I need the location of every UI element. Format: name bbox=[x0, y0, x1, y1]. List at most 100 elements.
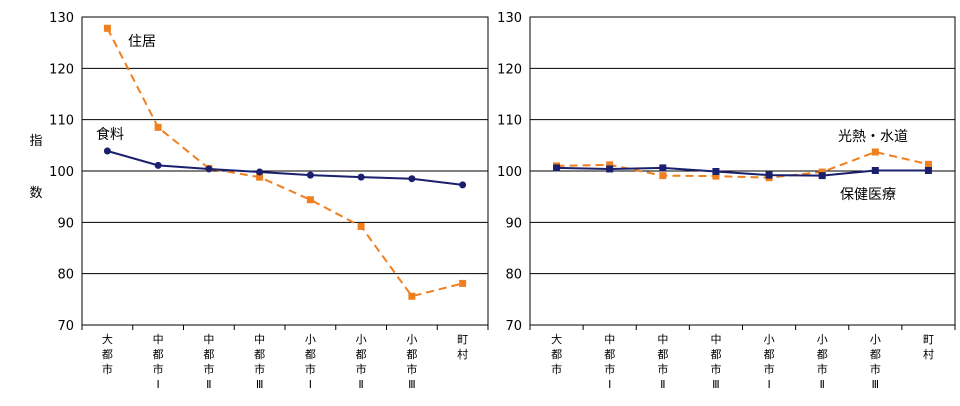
x-tick-label-char: 都 bbox=[551, 348, 562, 361]
x-tick-label-char: Ⅰ bbox=[157, 378, 160, 391]
x-tick-label-char: 市 bbox=[604, 362, 615, 376]
x-tick-label-char: Ⅰ bbox=[309, 378, 312, 391]
x-tick-label-char: 市 bbox=[305, 362, 316, 376]
x-tick-label-char: 市 bbox=[254, 362, 265, 376]
y-tick-label: 80 bbox=[57, 268, 74, 283]
x-tick-label-char: 小 bbox=[406, 333, 417, 346]
x-tick-label-char: 中 bbox=[153, 333, 164, 346]
y-tick-label: 70 bbox=[505, 319, 522, 334]
x-tick-label-char: 都 bbox=[203, 348, 214, 361]
x-tick-label-char: 都 bbox=[657, 348, 668, 361]
x-tick-label: 小都市 Ⅲ bbox=[870, 333, 881, 391]
x-tick-label: 町村 bbox=[457, 333, 468, 361]
series-line bbox=[556, 166, 929, 177]
x-tick-label-char: 市 bbox=[203, 362, 214, 376]
data-point bbox=[606, 161, 614, 169]
x-tick-label: 町村 bbox=[923, 333, 934, 361]
x-tick-label-char: 小 bbox=[764, 333, 775, 346]
data-point bbox=[154, 123, 162, 131]
x-tick-label-char: 小 bbox=[305, 333, 316, 346]
data-point bbox=[818, 168, 826, 176]
data-point bbox=[459, 181, 467, 189]
y-axis-label: 指 bbox=[29, 134, 42, 149]
x-tick-label-char: 小 bbox=[817, 333, 828, 346]
x-tick-label-char: 都 bbox=[764, 348, 775, 361]
x-tick-label-char: 都 bbox=[406, 348, 417, 361]
data-point bbox=[712, 168, 720, 176]
data-point bbox=[103, 24, 111, 32]
x-tick-label: 小都市 Ⅱ bbox=[356, 333, 367, 391]
x-tick-label-char: 都 bbox=[356, 348, 367, 361]
x-tick-label-char: 都 bbox=[102, 348, 113, 361]
x-tick-label-char: 大 bbox=[551, 332, 562, 346]
x-tick-label-char: 都 bbox=[817, 348, 828, 361]
data-point bbox=[154, 161, 162, 169]
series-label: 保健医療 bbox=[840, 186, 896, 203]
x-tick-label-char: 中 bbox=[203, 333, 214, 346]
x-tick-label-char: Ⅱ bbox=[358, 378, 363, 391]
x-tick-label: 中都市 Ⅲ bbox=[710, 333, 721, 391]
series-line bbox=[106, 27, 463, 298]
x-tick-label-char: 市 bbox=[657, 362, 668, 376]
data-point bbox=[606, 165, 614, 173]
y-tick-label: 110 bbox=[49, 114, 74, 129]
x-tick-label-char: 市 bbox=[551, 362, 562, 376]
y-tick-label: 120 bbox=[49, 62, 74, 77]
x-tick-label-char: 市 bbox=[356, 362, 367, 376]
x-tick-label-char: 大 bbox=[102, 332, 113, 346]
data-point bbox=[256, 173, 264, 181]
x-tick-label-char: 村 bbox=[923, 347, 934, 361]
series-line bbox=[107, 150, 463, 186]
x-tick-label-char: 町 bbox=[457, 333, 468, 346]
chart-panel-1: 708090100110120130大都市中都市Ⅰ中都市Ⅱ中都市Ⅲ小都市Ⅰ小都市… bbox=[29, 11, 489, 391]
x-tick-label: 大都市 bbox=[102, 332, 113, 376]
x-tick-label: 中都市 Ⅰ bbox=[604, 333, 615, 391]
data-point bbox=[765, 171, 773, 179]
y-tick-label: 100 bbox=[497, 165, 522, 180]
data-point bbox=[408, 175, 416, 183]
x-tick-label-char: Ⅲ bbox=[872, 378, 880, 391]
x-tick-label-char: 町 bbox=[923, 333, 934, 346]
x-tick-label-char: 都 bbox=[710, 348, 721, 361]
x-tick-label-char: 中 bbox=[254, 333, 265, 346]
data-point bbox=[871, 166, 879, 174]
data-point bbox=[659, 172, 667, 180]
x-tick-label-char: Ⅲ bbox=[256, 378, 264, 391]
series-2: 保健医療 bbox=[553, 164, 932, 203]
x-tick-label-char: 村 bbox=[457, 347, 468, 361]
x-tick-label-char: 都 bbox=[254, 348, 265, 361]
x-tick-label-char: Ⅱ bbox=[206, 378, 211, 391]
x-tick-label: 小都市 Ⅰ bbox=[305, 333, 316, 391]
x-tick-label-char: 都 bbox=[153, 348, 164, 361]
data-point bbox=[306, 196, 314, 204]
x-tick-label-char: 小 bbox=[870, 333, 881, 346]
x-tick-label-char: Ⅱ bbox=[819, 378, 824, 391]
data-point bbox=[205, 165, 213, 173]
x-tick-label: 小都市 Ⅰ bbox=[764, 333, 775, 391]
chart-panel-2: 708090100110120130大都市中都市Ⅰ中都市Ⅱ中都市Ⅲ小都市Ⅰ小都市… bbox=[497, 11, 956, 391]
x-tick-label-char: Ⅰ bbox=[767, 378, 770, 391]
x-tick-label-char: 市 bbox=[764, 362, 775, 376]
y-tick-label: 110 bbox=[497, 114, 522, 129]
x-tick-label-char: Ⅲ bbox=[712, 378, 720, 391]
x-tick-label: 中都市 Ⅰ bbox=[153, 333, 164, 391]
x-tick-label-char: 中 bbox=[710, 333, 721, 346]
series-line bbox=[556, 150, 929, 179]
data-point bbox=[306, 171, 314, 179]
data-point bbox=[553, 164, 561, 172]
x-tick-label-char: Ⅰ bbox=[608, 378, 611, 391]
x-tick-label-char: Ⅲ bbox=[408, 378, 416, 391]
x-tick-label: 中都市 Ⅲ bbox=[254, 333, 265, 391]
data-point bbox=[924, 160, 932, 168]
x-tick-label-char: 都 bbox=[604, 348, 615, 361]
data-point bbox=[357, 222, 365, 230]
data-point bbox=[659, 164, 667, 172]
y-tick-label: 120 bbox=[497, 62, 522, 77]
x-tick-label-char: 市 bbox=[870, 362, 881, 376]
y-tick-label: 90 bbox=[57, 216, 74, 231]
series-label: 光熱・水道 bbox=[838, 129, 908, 145]
y-tick-label: 70 bbox=[57, 319, 74, 334]
x-tick-label-char: 市 bbox=[710, 362, 721, 376]
y-tick-label: 90 bbox=[505, 216, 522, 231]
